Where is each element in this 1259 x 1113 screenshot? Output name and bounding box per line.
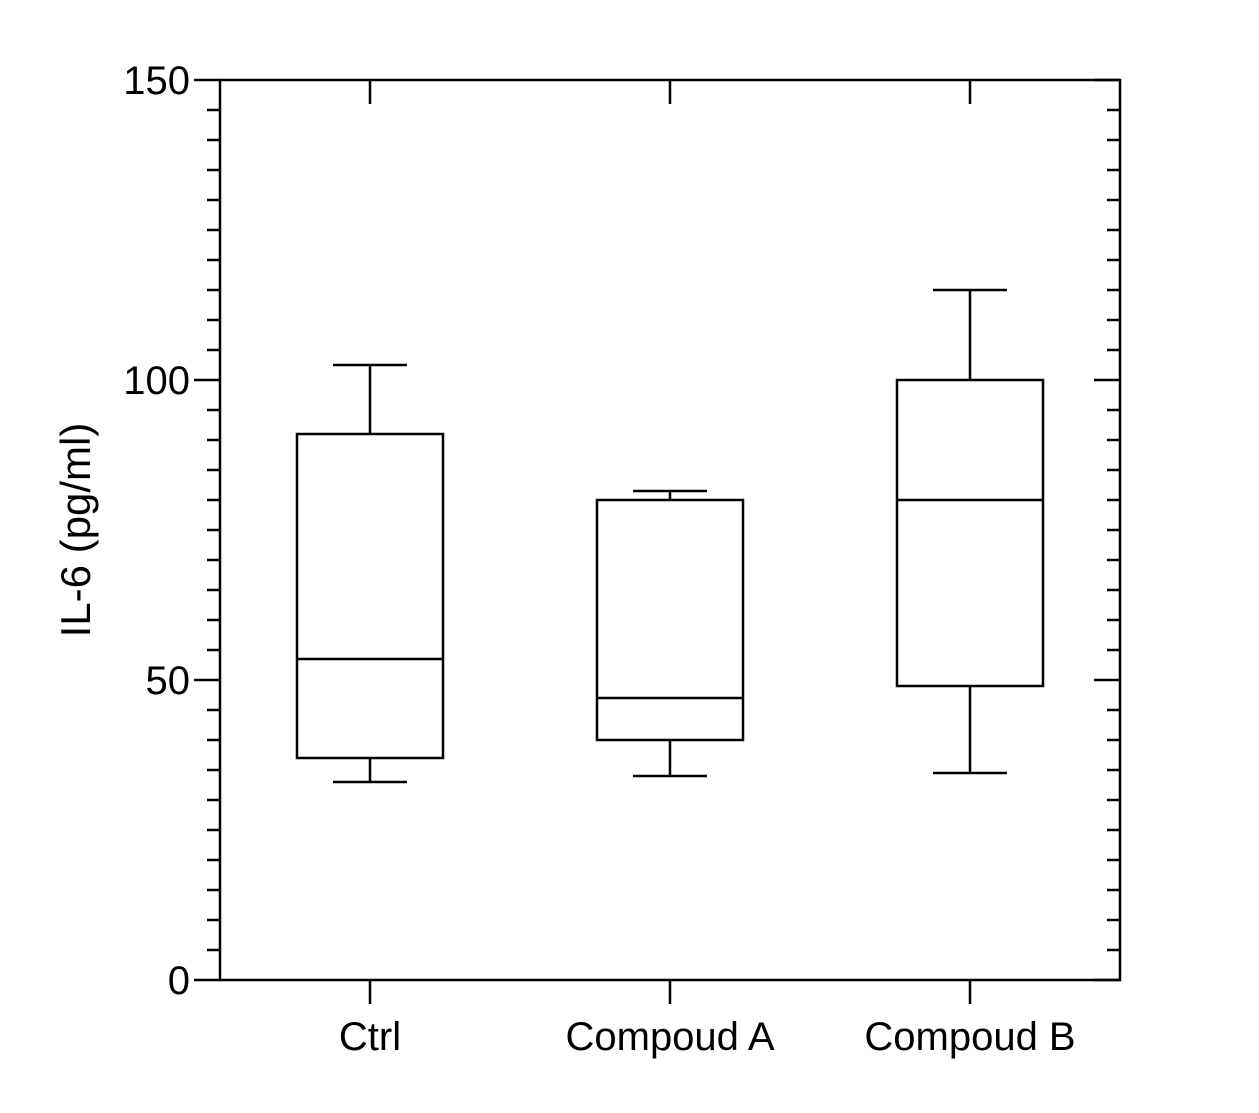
- box-compoud-b: [895, 288, 1045, 775]
- box-compoud-a: [595, 489, 745, 778]
- y-axis: 0 50 100 150: [123, 59, 220, 1003]
- y-tick-label: 50: [146, 659, 191, 703]
- y-tick-label: 0: [168, 959, 190, 1003]
- box-iqr: [595, 498, 745, 742]
- y-axis-label: IL-6 (pg/ml): [52, 423, 99, 638]
- x-tick-label: Compoud B: [864, 1015, 1075, 1059]
- box-ctrl: [295, 363, 445, 784]
- y-tick-label: 150: [123, 59, 190, 103]
- x-tick-label: Compoud A: [565, 1015, 774, 1059]
- x-tick-label: Ctrl: [339, 1015, 401, 1059]
- box-iqr: [295, 432, 445, 760]
- plot-frame: [218, 78, 1122, 982]
- box-iqr: [895, 378, 1045, 688]
- y-tick-label: 100: [123, 359, 190, 403]
- right-axis: [1094, 78, 1120, 982]
- x-axis: Ctrl Compoud A Compoud B: [339, 80, 1076, 1059]
- box-series: [295, 288, 1045, 784]
